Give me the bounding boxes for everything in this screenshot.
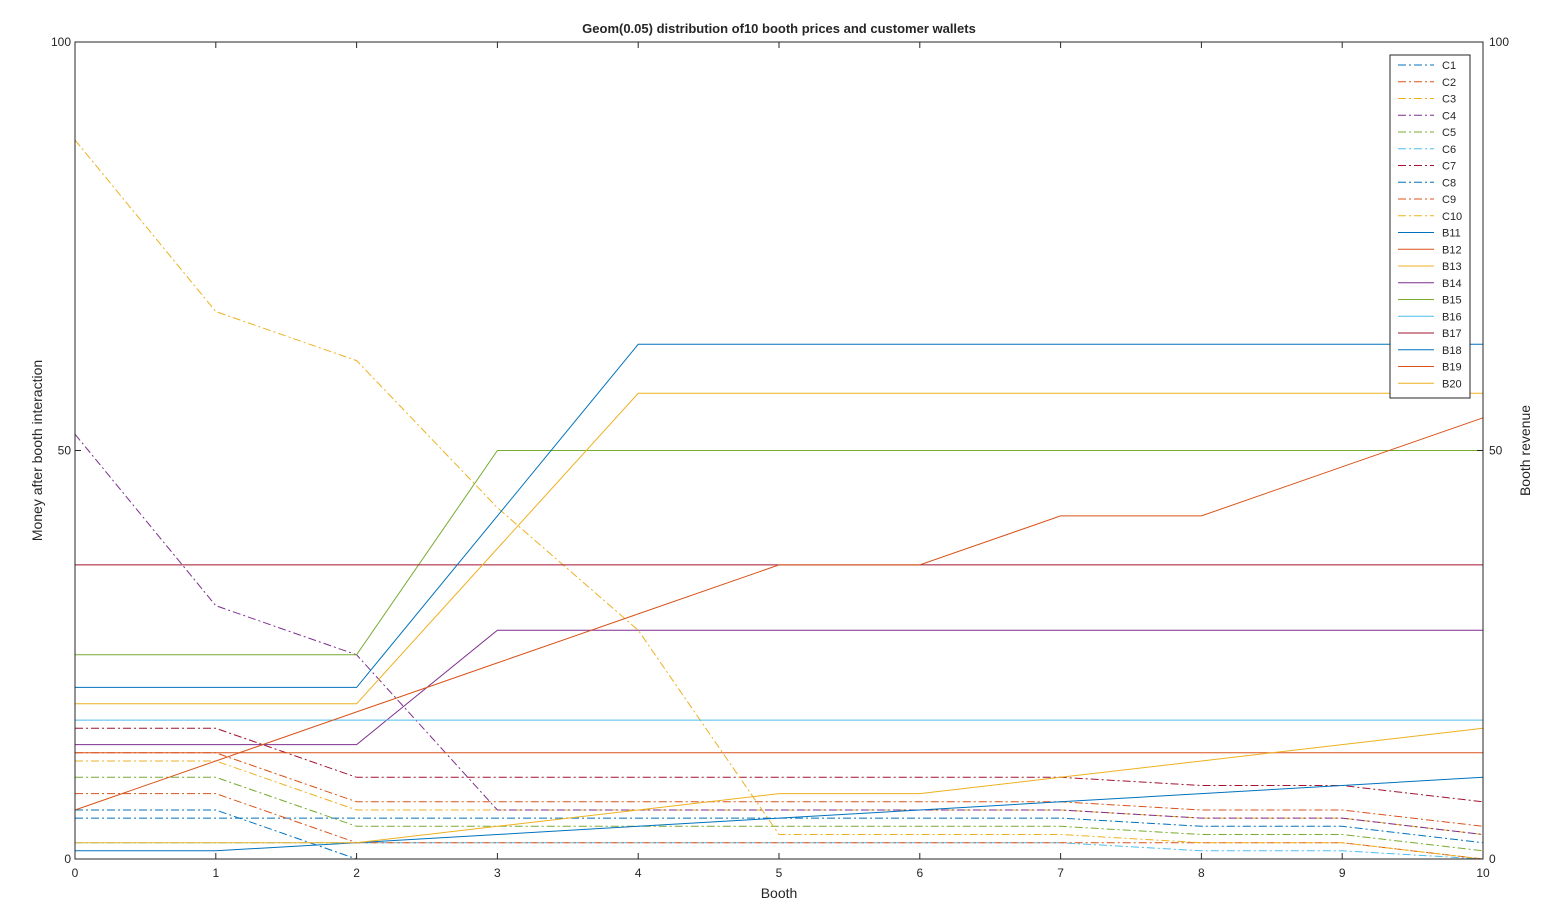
legend-label-b17: B17	[1442, 328, 1462, 340]
chart-title: Geom(0.05) distribution of10 booth price…	[582, 21, 976, 36]
series-line-b11	[75, 776, 1484, 852]
series-line-b20	[75, 392, 1483, 705]
y-tick-label: 100	[51, 35, 71, 49]
series-line-b14	[75, 629, 1483, 746]
series-line-c2	[75, 752, 1484, 827]
y-tick-label-right: 100	[1489, 35, 1509, 49]
legend-label-b20: B20	[1442, 378, 1462, 390]
series-line-c6	[75, 842, 1484, 860]
x-tick-label: 4	[635, 866, 642, 880]
legend-label-c10: C10	[1442, 211, 1462, 223]
y-tick-label-right: 50	[1489, 444, 1503, 458]
x-tick-label: 0	[72, 866, 79, 880]
series-line-c3	[75, 760, 1484, 835]
legend-label-b19: B19	[1442, 362, 1462, 374]
y-tick-label-right: 0	[1489, 852, 1496, 866]
legend-label-c4: C4	[1442, 110, 1456, 122]
series-line-b18	[75, 343, 1483, 688]
series-line-b19	[74, 417, 1484, 811]
legend-label-b16: B16	[1442, 311, 1462, 323]
legend-label-c7: C7	[1442, 161, 1456, 173]
series-line-c7	[75, 727, 1484, 803]
legend-label-c2: C2	[1442, 77, 1456, 89]
series-line-b13	[75, 727, 1484, 844]
x-tick-label: 10	[1476, 866, 1490, 880]
x-tick-label: 2	[353, 866, 360, 880]
series-line-c10	[74, 139, 1484, 860]
x-tick-label: 1	[212, 866, 219, 880]
x-tick-label: 8	[1198, 866, 1205, 880]
legend-label-c6: C6	[1442, 144, 1456, 156]
y-axis-label-right: Booth revenue	[1517, 405, 1533, 496]
x-tick-label: 6	[916, 866, 923, 880]
legend-label-c1: C1	[1442, 60, 1456, 72]
legend-label-c5: C5	[1442, 127, 1456, 139]
legend-label-b13: B13	[1442, 261, 1462, 273]
legend-label-b11: B11	[1442, 228, 1461, 240]
legend-label-c9: C9	[1442, 194, 1456, 206]
legend-label-b15: B15	[1442, 295, 1462, 307]
series-line-c9	[75, 793, 1484, 860]
y-axis-label: Money after booth interaction	[29, 360, 45, 541]
plot-area	[74, 139, 1484, 860]
series-line-c4	[74, 433, 1484, 835]
legend: C1 C2 C3 C4 C5 C6 C7 C8 C9 C10 B11 B12 B13 B14 B15 B16 B…	[1389, 54, 1471, 399]
series-line-b15	[75, 450, 1483, 656]
legend-label-b14: B14	[1442, 278, 1462, 290]
y-tick-label: 50	[58, 444, 72, 458]
legend-box	[1389, 54, 1471, 399]
x-tick-label: 3	[494, 866, 501, 880]
legend-label-b12: B12	[1442, 244, 1462, 256]
x-tick-label: 5	[776, 866, 783, 880]
x-axis-label: Booth	[761, 885, 798, 901]
legend-label-c3: C3	[1442, 94, 1456, 106]
x-tick-label: 7	[1057, 866, 1064, 880]
x-tick-label: 9	[1339, 866, 1346, 880]
series-line-c5	[75, 776, 1484, 852]
legend-label-b18: B18	[1442, 345, 1462, 357]
y-tick-label: 0	[64, 852, 71, 866]
legend-label-c8: C8	[1442, 177, 1456, 189]
